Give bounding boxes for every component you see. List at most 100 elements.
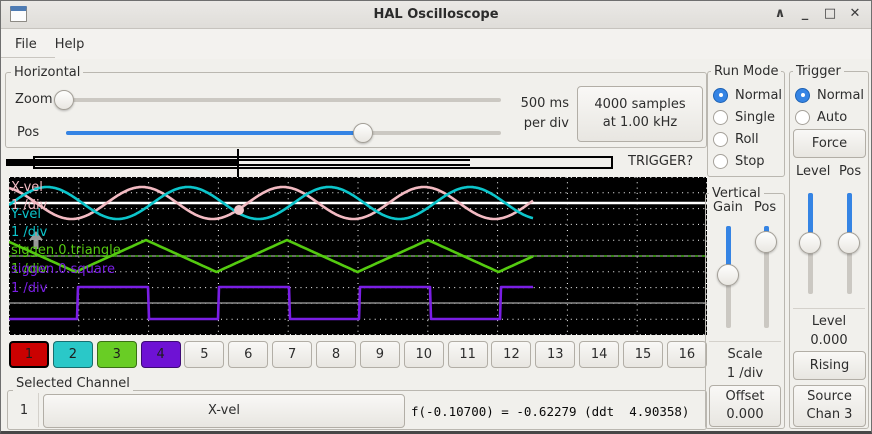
vertical-gain-slider-fill [726, 226, 731, 275]
trigger-source-button[interactable]: Source Chan 3 [793, 385, 866, 427]
channel-button-6[interactable]: 6 [228, 341, 269, 368]
channel-button-16[interactable]: 16 [666, 341, 707, 368]
record-trigger-cursor[interactable] [237, 149, 239, 177]
trigger-force-label: Force [811, 135, 848, 151]
run-mode-option-roll[interactable]: Roll [713, 128, 783, 150]
vertical-gain-slider-handle[interactable] [717, 264, 739, 286]
channel-button-13[interactable]: 13 [535, 341, 576, 368]
vertical-pos-slider-track[interactable] [764, 226, 769, 328]
record-position-bar[interactable]: TRIGGER? [1, 149, 707, 177]
record-view-window [238, 159, 470, 166]
pos-slider-fill [66, 131, 363, 135]
vertical-pos-col-label: Pos [754, 200, 777, 215]
vertical-scale-caption: Scale [727, 347, 763, 362]
trigger-level-value: 0.000 [810, 333, 848, 348]
channel-button-9[interactable]: 9 [359, 341, 400, 368]
app-window-icon[interactable] [10, 6, 27, 22]
scope-label-1-div: 1 /div [11, 281, 48, 296]
vertical-pos-slider-handle[interactable] [755, 231, 777, 253]
run-mode-label-normal: Normal [735, 87, 783, 103]
channel-button-3[interactable]: 3 [96, 341, 137, 368]
run-mode-label-stop: Stop [735, 153, 765, 169]
channel-value-readout: f(-0.10700) = -0.62279 (ddt 4.90358) [411, 404, 690, 419]
channel-button-11[interactable]: 11 [447, 341, 488, 368]
run-mode-radio-stop[interactable] [713, 153, 728, 169]
window-title: HAL Oscilloscope [373, 7, 499, 22]
trigger-option-auto[interactable]: Auto [795, 106, 867, 128]
run-mode-radio-single[interactable] [713, 109, 728, 125]
trace-siggen.0.square [8, 285, 534, 321]
window-controls: ∧ _ □ ✕ [772, 4, 863, 24]
zoom-slider-handle[interactable] [54, 90, 74, 110]
trigger-radio-normal[interactable] [795, 87, 810, 103]
channel-button-15[interactable]: 15 [623, 341, 664, 368]
pos-slider-label: Pos [17, 125, 40, 140]
shade-button[interactable]: ∧ [774, 6, 786, 21]
selected-channel-separator [38, 393, 39, 427]
trigger-source-line2: Chan 3 [806, 407, 853, 422]
close-button[interactable]: ✕ [849, 6, 861, 21]
trigger-pos-slider-fill [847, 193, 852, 243]
titlebar[interactable]: HAL Oscilloscope ∧ _ □ ✕ [1, 1, 871, 29]
zoom-slider-track[interactable] [58, 98, 501, 102]
channel-button-8[interactable]: 8 [316, 341, 357, 368]
maximize-button[interactable]: □ [823, 6, 837, 21]
trigger-source-line1: Source [807, 389, 852, 404]
run-mode-option-normal[interactable]: Normal [713, 84, 783, 106]
channel-button-1[interactable]: 1 [9, 341, 49, 368]
pos-slider-handle[interactable] [353, 123, 373, 143]
trigger-pos-slider-handle[interactable] [838, 232, 860, 254]
trigger-edge-button[interactable]: Rising [793, 351, 866, 380]
menu-file[interactable]: File [15, 36, 37, 52]
samples-button[interactable]: 4000 samples at 1.00 kHz [577, 86, 703, 142]
sample-marker[interactable] [234, 205, 244, 215]
selected-channel-group [7, 390, 707, 430]
trigger-level-slider-handle[interactable] [799, 232, 821, 254]
channel-button-5[interactable]: 5 [184, 341, 225, 368]
trace-siggen.0.triangle [8, 238, 534, 274]
run-mode-radio-roll[interactable] [713, 131, 728, 147]
vertical-offset-button[interactable]: Offset 0.000 [709, 385, 781, 427]
trigger-radio-auto[interactable] [795, 109, 810, 125]
channel-button-14[interactable]: 14 [579, 341, 620, 368]
trigger-force-button[interactable]: Force [793, 129, 866, 158]
menubar: File Help [1, 29, 871, 59]
channel-name-button[interactable]: X-vel [43, 394, 405, 428]
zoom-slider-label: Zoom [15, 92, 53, 107]
run-mode-option-stop[interactable]: Stop [713, 150, 783, 172]
scope-label-siggen-0-triangle: siggen.0.triangle [11, 243, 121, 258]
samples-line2: at 1.00 kHz [602, 115, 678, 130]
run-mode-options: Normal Single Roll Stop [713, 84, 783, 172]
channel-button-4[interactable]: 4 [140, 341, 181, 368]
horizontal-group-label: Horizontal [11, 65, 84, 80]
scope-label-1-div: 1 /div [11, 198, 48, 213]
horizontal-group [5, 72, 707, 148]
minimize-button[interactable]: _ [801, 6, 809, 21]
menu-underline [1, 57, 55, 58]
channel-button-7[interactable]: 7 [272, 341, 313, 368]
trigger-divider [793, 308, 865, 309]
scope-display[interactable]: X-vel 1 /div Y-vel 1 /div siggen.0.triangle 1… [8, 177, 707, 335]
channel-button-10[interactable]: 10 [403, 341, 444, 368]
run-mode-option-single[interactable]: Single [713, 106, 783, 128]
scope-label-siggen-0-square: siggen.0.square [11, 262, 115, 277]
scope-svg [8, 177, 707, 335]
trigger-status-label: TRIGGER? [628, 154, 694, 169]
trigger-option-normal[interactable]: Normal [795, 84, 867, 106]
selected-channel-group-label: Selected Channel [13, 376, 133, 391]
mouse-cursor-arrow [29, 231, 43, 249]
trigger-level-col-label: Level [796, 164, 831, 179]
scope-label-x-vel: X-vel [11, 180, 43, 195]
channel-button-2[interactable]: 2 [52, 341, 93, 368]
time-per-div-readout: 500 ms per div [501, 94, 569, 134]
trace-X-vel [8, 185, 534, 221]
run-mode-radio-normal[interactable] [713, 87, 728, 103]
channel-button-12[interactable]: 12 [491, 341, 532, 368]
time-per-div-value: 500 ms [520, 96, 569, 111]
vertical-group-label: Vertical [709, 186, 764, 201]
menu-help[interactable]: Help [54, 36, 85, 52]
vertical-offset-label: Offset [725, 389, 765, 404]
trigger-level-caption: Level [811, 314, 847, 329]
channel-button-row: 1 2 3 4 5 6 7 8 9 10 11 12 13 14 15 16 [9, 341, 707, 368]
